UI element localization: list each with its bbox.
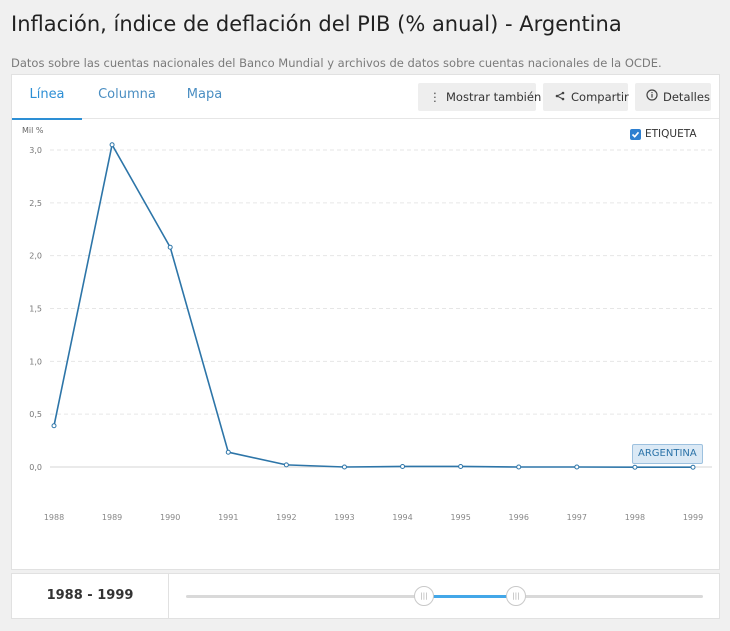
- checkbox-checked-icon[interactable]: [630, 128, 641, 140]
- data-point[interactable]: [516, 464, 522, 470]
- range-bar: 1988 - 1999 ||| |||: [11, 573, 720, 619]
- series-line: [53, 143, 693, 469]
- x-tick-label: 1997: [567, 513, 587, 522]
- y-tick-label: 0,5: [29, 410, 42, 419]
- data-point[interactable]: [458, 463, 464, 469]
- y-axis-label: Mil %: [22, 126, 44, 135]
- series-tag: ARGENTINA: [632, 444, 703, 464]
- y-tick-labels: 0,0 0,5 1,0 1,5 2,0 2,5 3,0: [29, 146, 42, 472]
- details-button[interactable]: Detalles: [635, 83, 711, 111]
- x-tick-label: 1993: [334, 513, 354, 522]
- page-title: Inflación, índice de deflación del PIB (…: [11, 12, 622, 36]
- x-tick-label: 1995: [450, 513, 470, 522]
- label-toggle-text: ETIQUETA: [645, 128, 697, 140]
- x-tick-label: 1999: [683, 513, 703, 522]
- data-point[interactable]: [109, 142, 115, 148]
- x-tick-label: 1989: [102, 513, 122, 522]
- x-tick-label: 1992: [276, 513, 296, 522]
- y-tick-label: 2,5: [29, 199, 42, 208]
- more-vertical-icon: ⋮: [429, 90, 441, 104]
- share-label: Compartir: [571, 90, 629, 104]
- details-label: Detalles: [663, 90, 710, 104]
- range-label: 1988 - 1999: [12, 574, 169, 618]
- show-also-button[interactable]: ⋮ Mostrar también: [418, 83, 541, 111]
- tab-mapa[interactable]: Mapa: [186, 87, 223, 102]
- tab-linea[interactable]: Línea: [12, 75, 82, 120]
- x-tick-label: 1998: [625, 513, 645, 522]
- view-tabs: Línea Columna Mapa ⋮ Mostrar también Comp…: [12, 75, 719, 120]
- info-icon: [645, 83, 659, 111]
- line-chart: Mil % 0,0 0,5 1,0 1,5 2,0 2,5 3,0 1988 1989 1990…: [22, 126, 712, 522]
- y-tick-label: 1,5: [29, 305, 42, 314]
- x-tick-label: 1994: [392, 513, 412, 522]
- y-tick-label: 2,0: [29, 252, 42, 261]
- data-point[interactable]: [283, 462, 289, 468]
- data-point[interactable]: [341, 464, 347, 470]
- label-toggle[interactable]: ETIQUETA: [630, 128, 697, 140]
- range-start-handle[interactable]: |||: [414, 586, 434, 606]
- x-tick-label: 1991: [218, 513, 238, 522]
- range-selection: [424, 595, 516, 598]
- data-point[interactable]: [574, 464, 580, 470]
- show-also-label: Mostrar también: [446, 90, 542, 104]
- data-point[interactable]: [51, 423, 57, 429]
- grid-lines: [50, 149, 712, 468]
- range-end-handle[interactable]: |||: [506, 586, 526, 606]
- share-icon: [553, 83, 567, 111]
- x-tick-label: 1988: [44, 513, 64, 522]
- data-point[interactable]: [690, 464, 696, 470]
- x-tick-label: 1990: [160, 513, 180, 522]
- tab-columna[interactable]: Columna: [98, 87, 156, 102]
- y-tick-label: 3,0: [29, 146, 42, 155]
- data-point[interactable]: [632, 464, 638, 470]
- share-button[interactable]: Compartir: [543, 83, 629, 111]
- y-tick-label: 1,0: [29, 357, 42, 366]
- series-group: [51, 142, 696, 470]
- page-subtitle: Datos sobre las cuentas nacionales del B…: [11, 56, 662, 70]
- x-tick-label: 1996: [509, 513, 529, 522]
- y-tick-label: 0,0: [29, 463, 42, 472]
- data-point[interactable]: [167, 244, 173, 250]
- x-tick-labels: 1988 1989 1990 1991 1992 1993 1994 1995 1996 1997…: [44, 513, 703, 522]
- chart-card: Línea Columna Mapa ⋮ Mostrar también Comp…: [11, 74, 720, 570]
- data-point[interactable]: [225, 449, 231, 455]
- data-point[interactable]: [400, 463, 406, 469]
